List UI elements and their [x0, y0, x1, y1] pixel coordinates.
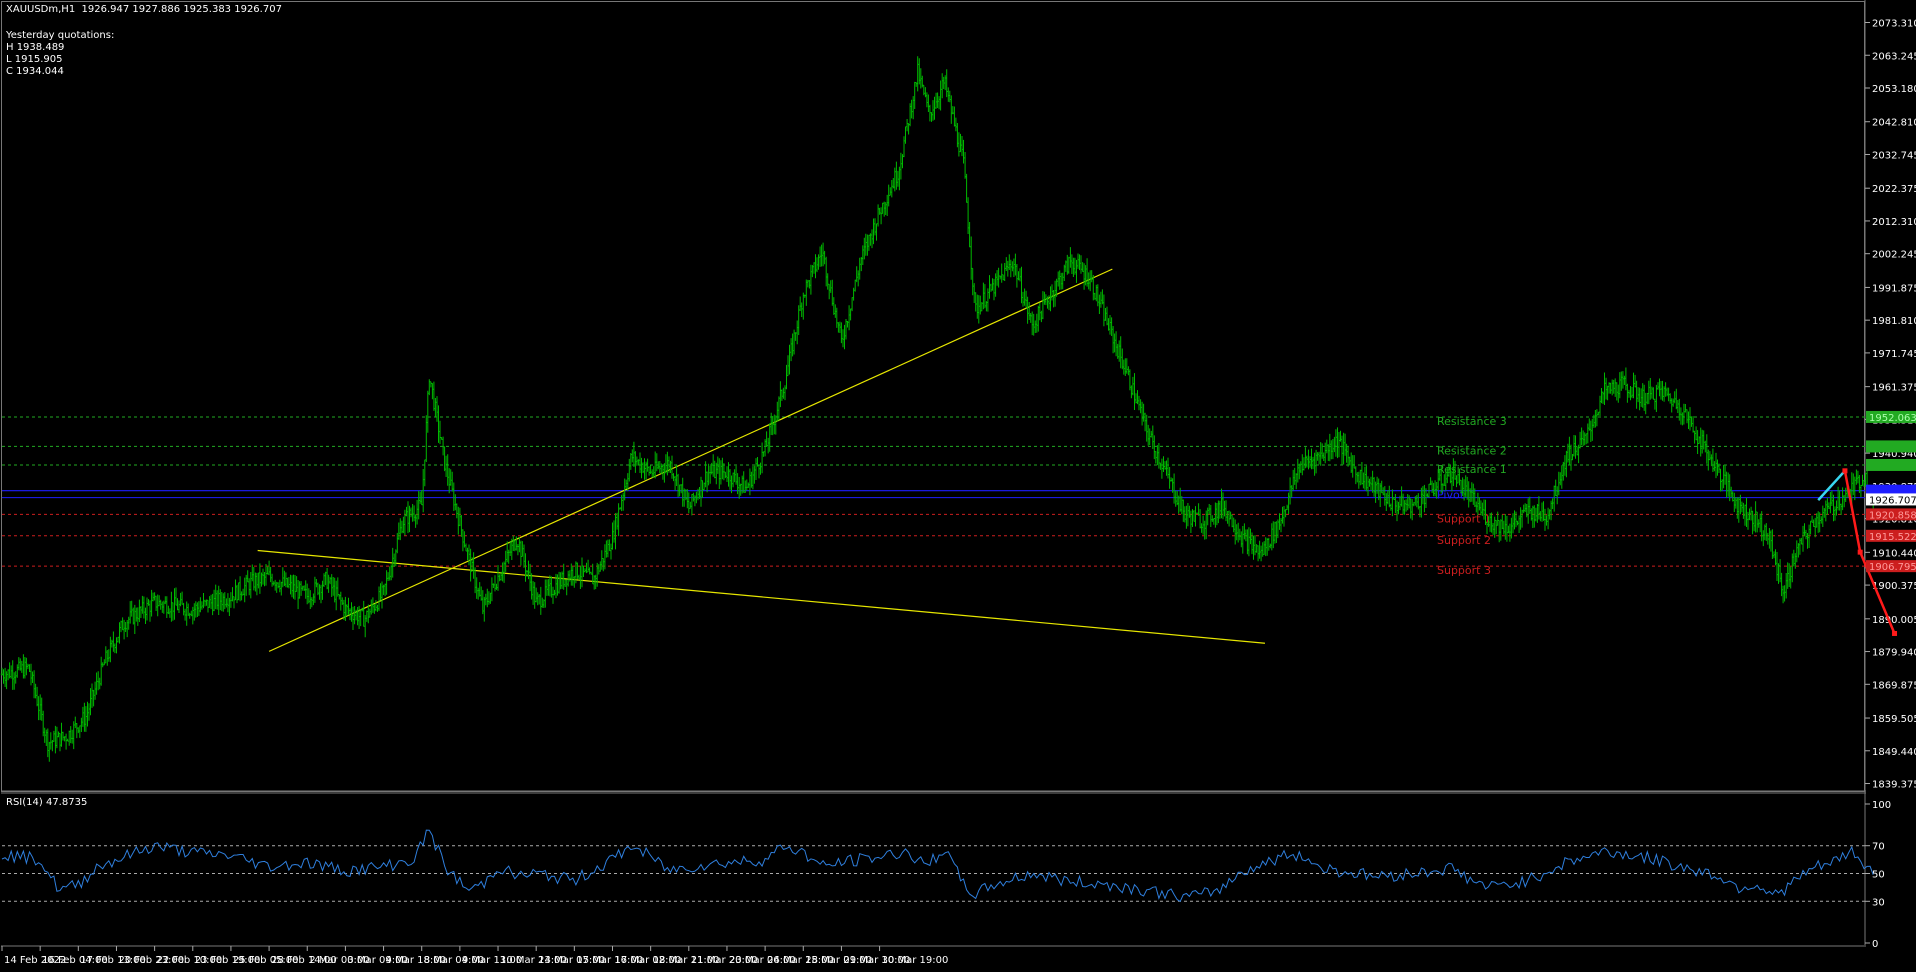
price-tick-label: 1849.440: [1872, 747, 1916, 758]
yesterday-high: H 1938.489: [6, 42, 65, 53]
forecast-segment: [1859, 551, 1896, 634]
price-tick-label: 2012.310: [1872, 217, 1916, 228]
rsi-indicator: 100 70 50 30 0: [1, 800, 1891, 950]
price-tick-label: 2022.375: [1872, 184, 1916, 195]
time-tick-label: 17 Mar 02:00: [614, 955, 681, 966]
level-label: Resistance 1: [1437, 463, 1507, 476]
price-tick-label: 1961.375: [1872, 383, 1916, 394]
rsi-tick-label: 0: [1872, 939, 1878, 950]
forecast-segment: [1817, 469, 1846, 501]
yesterday-low: L 1915.905: [6, 54, 63, 65]
time-tick-label: 3 Mar 09:00: [347, 955, 407, 966]
price-tick-label: 2053.180: [1872, 84, 1916, 95]
level-label: Resistance 2: [1437, 444, 1507, 457]
time-tick-label: 21 Mar 20:00: [691, 955, 758, 966]
time-tick-label: 20 Feb 23:00: [118, 955, 184, 966]
level-tag-bg: [1866, 410, 1916, 423]
time-tick-label: 8 Mar 04:00: [424, 955, 484, 966]
current-price-tag: 1926.707: [1869, 495, 1916, 506]
price-tick-label: 1900.375: [1872, 581, 1916, 592]
price-tick-label: 2042.810: [1872, 118, 1916, 129]
price-tick-label: 2073.310: [1872, 19, 1916, 30]
level-tag: 1920.858: [1869, 510, 1916, 521]
price-tick-label: 1991.875: [1872, 283, 1916, 294]
level-tag: 1952.063: [1869, 413, 1916, 424]
time-tick-label: 14 Mar 07:00: [538, 955, 605, 966]
price-tick-label: 1910.440: [1872, 548, 1916, 559]
forecast-point: [1842, 468, 1848, 474]
time-tick-label: 2 Mar 00:00: [309, 955, 369, 966]
level-tag: 1906.795: [1869, 562, 1916, 573]
time-tick-label: 18 Mar 11:00: [653, 955, 720, 966]
time-tick-label: 17 Feb 13:00: [80, 955, 146, 966]
trendlines: [257, 268, 1266, 652]
price-tick-label: 1981.810: [1872, 316, 1916, 327]
trendline: [268, 268, 1113, 652]
rsi-tick-label: 50: [1872, 870, 1885, 881]
time-tick-label: 14 Feb 2022: [4, 955, 66, 966]
rsi-tick-label: 70: [1872, 842, 1885, 853]
time-tick-label: 24 Mar 15:00: [767, 955, 834, 966]
level-label: Resistance 3: [1437, 415, 1507, 428]
rsi-tick-label: 100: [1872, 800, 1891, 811]
rsi-label: RSI(14) 47.8735: [6, 797, 88, 808]
rsi-tick-label: 30: [1872, 897, 1885, 908]
price-tick-label: 1940.940: [1872, 449, 1916, 460]
level-label: Support 3: [1437, 564, 1491, 577]
forecast-path: [1817, 468, 1898, 636]
time-tick-label: 23 Mar 06:00: [729, 955, 796, 966]
price-tick-label: 2032.745: [1872, 150, 1916, 161]
price-tick-label: 1869.875: [1872, 680, 1916, 691]
price-tick-label: 2063.245: [1872, 51, 1916, 62]
time-tick-label: 22 Feb 10:00: [157, 955, 223, 966]
level-tag-bg: [1866, 508, 1916, 521]
price-tags: 1952.063 1920.858 1915.522 1906.795 1926.707: [1866, 410, 1916, 573]
level-tag: 1915.522: [1869, 532, 1916, 543]
level-label: Support 2: [1437, 534, 1491, 547]
level-tag-bg: [1866, 529, 1916, 542]
time-tick-label: 28 Feb 14:00: [271, 955, 337, 966]
time-tick-label: 16 Feb 04:00: [42, 955, 108, 966]
trendline: [257, 549, 1266, 644]
level-tag-bg: [1866, 560, 1916, 573]
time-tick-label: 25 Feb 05:00: [233, 955, 299, 966]
price-series: [0, 56, 1876, 762]
yesterday-title: Yesterday quotations:: [6, 30, 115, 41]
forecast-point: [1857, 549, 1863, 555]
price-tick-label: 1971.745: [1872, 349, 1916, 360]
forecast-point: [1892, 630, 1898, 636]
time-tick-label: 29 Mar 10:00: [843, 955, 910, 966]
level-label: Support 1: [1437, 512, 1491, 525]
price-tick-label: 1839.375: [1872, 780, 1916, 791]
time-tick-label: 28 Mar 01:00: [805, 955, 872, 966]
price-axis: 2073.310 2063.245 2053.180 2042.810 2032.745…: [1865, 19, 1916, 791]
time-tick-label: 15 Mar 16:00: [576, 955, 643, 966]
symbol-header: XAUUSDm,H1 1926.947 1927.886 1925.383 19…: [6, 4, 282, 15]
level-tag-bg: [1866, 440, 1916, 453]
time-tick-label: 30 Mar 19:00: [882, 955, 949, 966]
yesterday-close: C 1934.044: [6, 66, 64, 77]
price-tick-label: 2002.245: [1872, 250, 1916, 261]
time-tick-label: 9 Mar 13:00: [462, 955, 522, 966]
rsi-line: [1, 829, 1874, 903]
time-tick-label: 4 Mar 18:00: [386, 955, 446, 966]
level-label: Pivot: [1437, 489, 1465, 502]
current-price-tag-bg: [1866, 493, 1916, 506]
price-bars: [0, 56, 1876, 762]
price-tick-label: 1890.005: [1872, 615, 1916, 626]
time-tick-label: 23 Feb 19:00: [195, 955, 261, 966]
price-tick-label: 1879.940: [1872, 648, 1916, 659]
price-tick-label: 1859.505: [1872, 714, 1916, 725]
forecast-segment: [1843, 470, 1862, 553]
time-tick-label: 10 Mar 23:00: [500, 955, 567, 966]
level-tag-bg: [1866, 458, 1916, 471]
